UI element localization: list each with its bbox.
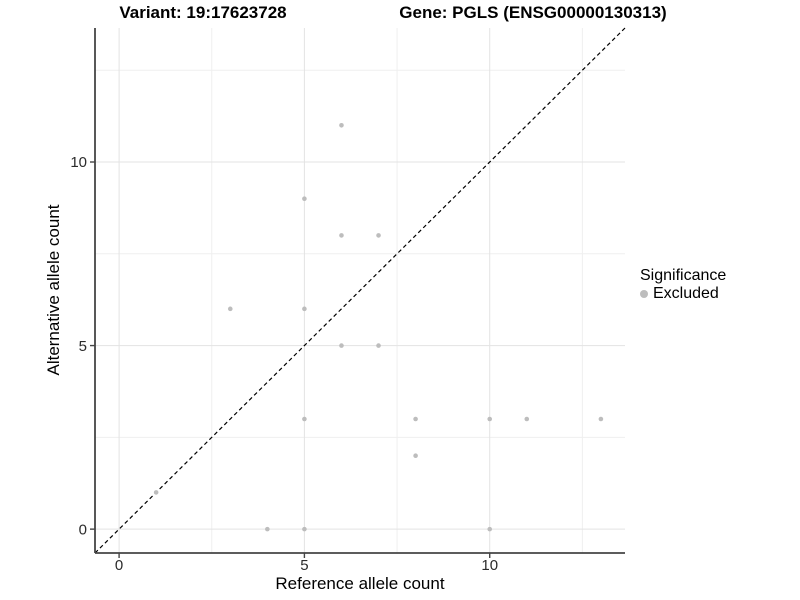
data-point <box>302 196 307 202</box>
y-tick-label: 10 <box>70 154 87 171</box>
data-point <box>265 526 270 532</box>
data-point <box>376 343 381 348</box>
data-point <box>487 416 493 422</box>
data-point <box>598 416 604 422</box>
data-point <box>487 526 493 532</box>
legend-point-swatch <box>640 290 648 298</box>
legend: Significance Excluded <box>640 267 726 303</box>
data-point <box>413 453 418 459</box>
x-axis-title: Reference allele count <box>275 574 445 593</box>
data-point <box>227 306 233 312</box>
data-point <box>339 122 344 128</box>
data-point <box>153 490 159 495</box>
legend-item-excluded: Excluded <box>640 285 726 303</box>
plot-title-variant: Variant: 19:17623728 <box>119 3 287 22</box>
y-tick-label: 5 <box>79 338 87 355</box>
data-point <box>302 416 307 422</box>
legend-item-label: Excluded <box>653 285 719 302</box>
data-point <box>302 526 307 532</box>
y-axis-title: Alternative allele count <box>44 204 63 376</box>
legend-title: Significance <box>640 267 727 284</box>
data-point <box>339 233 344 238</box>
x-tick-label: 10 <box>481 557 498 574</box>
data-point <box>339 343 344 348</box>
x-tick-label: 0 <box>115 557 123 574</box>
data-point <box>376 233 381 238</box>
plot-title-gene: Gene: PGLS (ENSG00000130313) <box>399 3 667 22</box>
data-point <box>524 416 530 422</box>
x-tick-label: 5 <box>300 557 308 574</box>
y-tick-label: 0 <box>79 521 87 538</box>
identity-line <box>94 27 626 554</box>
data-point <box>302 306 307 312</box>
data-point <box>413 416 418 422</box>
